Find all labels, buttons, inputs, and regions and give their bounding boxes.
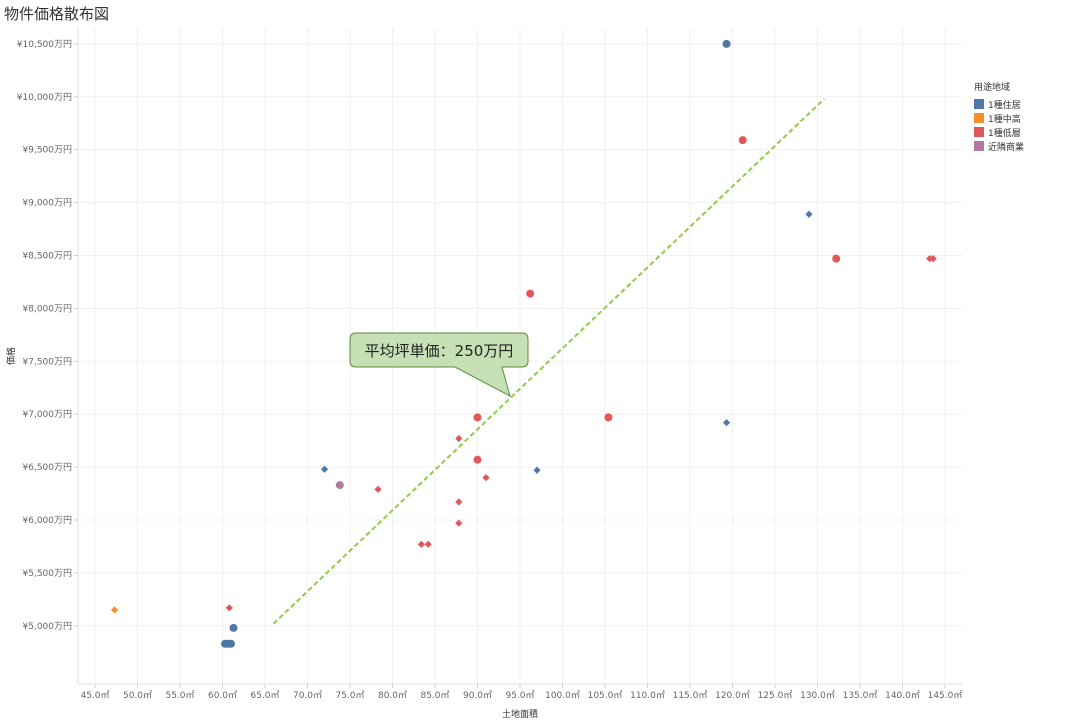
data-point-circle [335,481,344,490]
data-point-circle [473,413,482,422]
x-tick-label: 45.0㎡ [80,690,109,701]
x-tick-label: 125.0㎡ [758,690,793,701]
x-tick-label: 135.0㎡ [843,690,878,701]
chart-title: 物件価格散布図 [4,5,110,23]
y-tick-label: ¥9,500万円 [23,145,73,156]
legend-swatch [974,141,984,151]
data-point-circle [832,254,841,263]
legend-label: 1種住居 [988,100,1021,111]
y-tick-label: ¥7,000万円 [23,409,73,420]
legend-item-2[interactable]: 1種中高 [974,111,1024,125]
y-axis-label: 価格 [5,347,17,365]
data-point-diamond [805,210,813,218]
y-tick-label: ¥6,500万円 [23,462,73,473]
data-point-diamond [455,434,463,443]
legend-item-4[interactable]: 近隣商業 [974,139,1024,153]
x-tick-label: 110.0㎡ [630,690,665,701]
annotation-text: 平均坪単価：250万円 [365,342,514,360]
x-tick-label: 100.0㎡ [545,690,580,701]
legend: 用途地域 1種住居 1種中高 1種低層 近隣商業 [974,80,1024,153]
data-point-diamond [455,498,463,506]
x-tick-label: 140.0㎡ [885,690,920,701]
data-point-circle [473,455,482,464]
y-tick-label: ¥8,500万円 [23,250,73,261]
legend-swatch [974,127,984,137]
y-tick-label: ¥7,500万円 [23,356,73,367]
x-tick-label: 95.0㎡ [505,690,534,701]
data-point-diamond [110,606,119,614]
legend-item-1[interactable]: 1種住居 [974,97,1024,111]
legend-label: 1種中高 [988,114,1021,125]
y-tick-label: ¥9,000万円 [23,198,73,209]
data-point-diamond [374,485,382,493]
data-point-diamond [533,466,541,474]
x-tick-label: 65.0㎡ [250,690,279,701]
x-tick-label: 50.0㎡ [123,690,152,701]
trend-line [272,98,825,625]
data-point-circle [229,623,238,632]
data-point-diamond [424,540,432,548]
legend-swatch [974,113,984,123]
x-tick-label: 130.0㎡ [800,690,835,701]
data-point-circle [526,289,535,298]
x-tick-label: 120.0㎡ [715,690,750,701]
y-tick-label: ¥5,500万円 [23,568,73,579]
x-tick-label: 85.0㎡ [420,690,449,701]
data-point-diamond [722,419,731,427]
x-tick-label: 90.0㎡ [463,690,492,701]
data-point-diamond [929,255,937,263]
data-point-diamond [417,540,425,548]
y-tick-label: ¥5,000万円 [23,621,73,632]
data-point-circle [738,136,747,145]
x-tick-label: 115.0㎡ [673,690,708,701]
data-point-diamond [225,604,233,612]
y-tick-label: ¥10,500万円 [17,39,72,50]
x-tick-label: 145.0㎡ [928,690,963,701]
legend-item-3[interactable]: 1種低層 [974,125,1024,139]
data-point-diamond [320,465,329,473]
data-points [110,39,937,648]
x-tick-label: 70.0㎡ [293,690,322,701]
data-point-circle [722,39,731,48]
legend-label: 近隣商業 [988,142,1025,153]
data-point-diamond [482,474,490,482]
axis-layer: 45.0㎡ 50.0㎡ 55.0㎡ 60.0㎡ 65.0㎡ 70.0㎡ 75.0㎡ 80.0㎡… [17,28,963,701]
x-tick-label: 60.0㎡ [208,690,237,701]
x-tick-label: 80.0㎡ [378,690,407,701]
x-tick-label: 75.0㎡ [335,690,364,701]
legend-swatch [974,99,984,109]
data-point-circle [604,413,613,422]
annotation-callout: 平均坪単価：250万円 [349,332,529,397]
annotation-bubble [349,332,529,397]
y-tick-label: ¥6,000万円 [23,515,73,526]
legend-title: 用途地域 [974,83,1011,93]
x-tick-label: 105.0㎡ [588,690,623,701]
y-tick-label: ¥10,000万円 [17,92,72,103]
x-tick-label: 55.0㎡ [165,690,194,701]
y-tick-label: ¥8,000万円 [23,303,73,314]
data-point-diamond [455,519,463,527]
data-point-circle [227,639,235,648]
x-axis-label: 土地面積 [502,708,538,720]
legend-label: 1種低層 [988,128,1021,139]
